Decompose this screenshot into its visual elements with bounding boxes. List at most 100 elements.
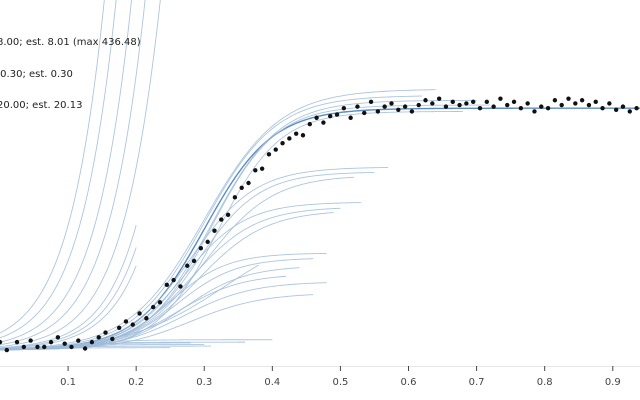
data-point	[116, 325, 122, 331]
data-point	[212, 228, 217, 233]
data-point	[389, 101, 394, 106]
x-tick-label: 0.7	[469, 377, 485, 388]
data-point	[409, 109, 415, 114]
data-point	[511, 99, 517, 105]
data-point	[42, 344, 47, 350]
data-point	[457, 102, 462, 108]
data-point	[341, 106, 347, 111]
data-point	[430, 101, 435, 106]
data-point	[171, 277, 176, 283]
data-point	[593, 99, 598, 105]
data-point	[552, 98, 558, 103]
data-point	[573, 101, 578, 106]
data-point	[396, 107, 401, 113]
data-point	[62, 341, 67, 346]
data-point	[375, 109, 381, 114]
fit-curve	[0, 0, 146, 346]
data-point	[205, 239, 210, 245]
annotation-line-1: 8.00; est. 8.01 (max 436.48)	[0, 37, 141, 48]
data-point	[362, 110, 367, 116]
data-point	[0, 339, 3, 345]
data-point	[600, 106, 605, 111]
fit-curve	[0, 0, 105, 334]
data-point	[280, 141, 285, 146]
data-point	[579, 98, 585, 103]
data-point	[157, 300, 163, 305]
data-point	[620, 104, 626, 109]
data-point	[505, 102, 510, 108]
data-point	[273, 147, 278, 152]
data-point	[498, 96, 503, 101]
x-tick-label: 0.9	[605, 377, 621, 388]
data-point	[300, 133, 306, 138]
data-point	[48, 339, 54, 345]
data-point	[382, 104, 387, 109]
data-point	[130, 322, 135, 327]
data-point	[525, 101, 530, 106]
data-point	[634, 106, 639, 111]
x-tick-label: 0.4	[264, 377, 280, 388]
data-point	[355, 104, 360, 109]
data-point	[348, 115, 353, 120]
data-point	[137, 311, 142, 316]
data-point	[266, 152, 272, 157]
data-point	[464, 101, 469, 106]
data-point	[219, 217, 224, 222]
data-point	[225, 212, 231, 218]
fit-curves-layer	[0, 0, 640, 351]
fit-curve	[0, 202, 361, 351]
data-point	[185, 263, 190, 268]
data-point	[144, 316, 149, 321]
data-point	[423, 98, 428, 103]
fit-annotation: 8.00; est. 8.01 (max 436.48) 0.30; est. …	[0, 17, 141, 122]
data-point	[314, 115, 319, 120]
data-point	[82, 346, 88, 351]
x-tick-label: 0.5	[332, 377, 348, 388]
data-point	[470, 99, 476, 105]
data-point	[293, 131, 299, 136]
fit-curve	[0, 89, 436, 350]
data-point	[4, 347, 10, 353]
fit-curve	[0, 176, 355, 351]
data-point	[334, 112, 340, 117]
data-point	[123, 319, 129, 324]
annotation-line-3: 20.00; est. 20.13	[0, 100, 83, 111]
fit-curve	[0, 342, 191, 351]
data-point	[150, 304, 156, 310]
fit-curve	[0, 0, 161, 347]
data-point	[178, 284, 183, 289]
data-point	[253, 168, 258, 173]
data-point	[484, 99, 490, 105]
fit-curve	[0, 99, 477, 351]
data-point	[477, 106, 483, 111]
data-point	[239, 185, 244, 190]
data-point	[321, 120, 326, 125]
data-point	[259, 166, 265, 171]
fit-curve-main	[0, 107, 640, 351]
fit-curve	[0, 0, 132, 343]
data-point	[627, 109, 632, 114]
x-tick-label: 0.8	[537, 377, 553, 388]
data-point	[450, 99, 455, 105]
data-point	[402, 104, 408, 109]
data-point	[416, 102, 421, 108]
x-axis: 0.1 0.2 0.3 0.4 0.5 0.6 0.7 0.8 0.9	[0, 366, 640, 388]
data-point	[607, 101, 612, 106]
data-point	[69, 344, 74, 350]
x-tick-label: 0.3	[196, 377, 212, 388]
fit-curve	[0, 275, 286, 351]
data-point	[287, 136, 292, 141]
data-point	[328, 113, 333, 119]
data-point	[28, 338, 33, 343]
data-point	[76, 338, 81, 343]
data-point	[164, 282, 170, 288]
data-point	[545, 106, 551, 111]
fit-curve	[0, 212, 334, 351]
annotation-line-2: 0.30; est. 0.30	[0, 68, 73, 80]
data-point	[103, 330, 108, 335]
x-tick-label: 0.1	[60, 377, 76, 388]
data-point	[191, 258, 197, 264]
data-point	[21, 344, 27, 350]
data-point	[532, 109, 537, 114]
fit-curve	[0, 0, 117, 339]
